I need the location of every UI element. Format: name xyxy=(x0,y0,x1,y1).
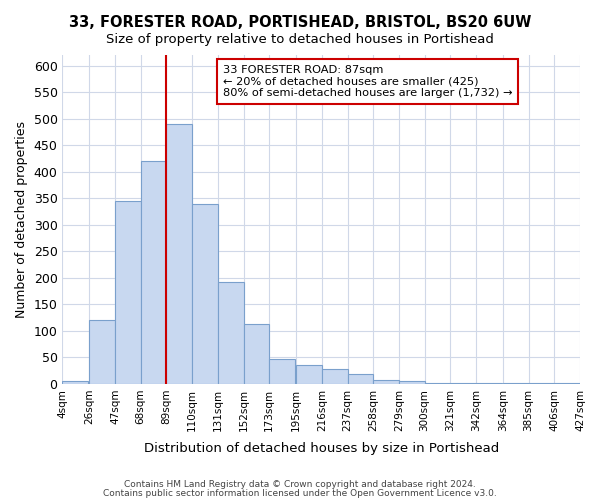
Bar xyxy=(554,383,580,384)
Bar xyxy=(373,380,399,384)
Bar xyxy=(269,359,295,384)
Bar xyxy=(476,383,502,384)
Bar xyxy=(62,382,88,384)
Text: 33 FORESTER ROAD: 87sqm
← 20% of detached houses are smaller (425)
80% of semi-d: 33 FORESTER ROAD: 87sqm ← 20% of detache… xyxy=(223,65,512,98)
Bar xyxy=(503,383,529,384)
Bar xyxy=(244,324,269,384)
Y-axis label: Number of detached properties: Number of detached properties xyxy=(15,121,28,318)
Bar xyxy=(322,369,347,384)
Bar xyxy=(399,382,425,384)
Bar xyxy=(192,204,218,384)
Text: Size of property relative to detached houses in Portishead: Size of property relative to detached ho… xyxy=(106,32,494,46)
Text: 33, FORESTER ROAD, PORTISHEAD, BRISTOL, BS20 6UW: 33, FORESTER ROAD, PORTISHEAD, BRISTOL, … xyxy=(69,15,531,30)
Bar xyxy=(347,374,373,384)
Bar xyxy=(89,320,115,384)
Bar xyxy=(529,383,554,384)
Bar xyxy=(166,124,192,384)
Bar xyxy=(296,366,322,384)
Text: Contains public sector information licensed under the Open Government Licence v3: Contains public sector information licen… xyxy=(103,489,497,498)
Bar xyxy=(115,201,141,384)
Bar xyxy=(425,383,450,384)
Bar xyxy=(218,282,244,384)
Text: Contains HM Land Registry data © Crown copyright and database right 2024.: Contains HM Land Registry data © Crown c… xyxy=(124,480,476,489)
Bar xyxy=(450,383,476,384)
X-axis label: Distribution of detached houses by size in Portishead: Distribution of detached houses by size … xyxy=(143,442,499,455)
Bar xyxy=(141,161,166,384)
